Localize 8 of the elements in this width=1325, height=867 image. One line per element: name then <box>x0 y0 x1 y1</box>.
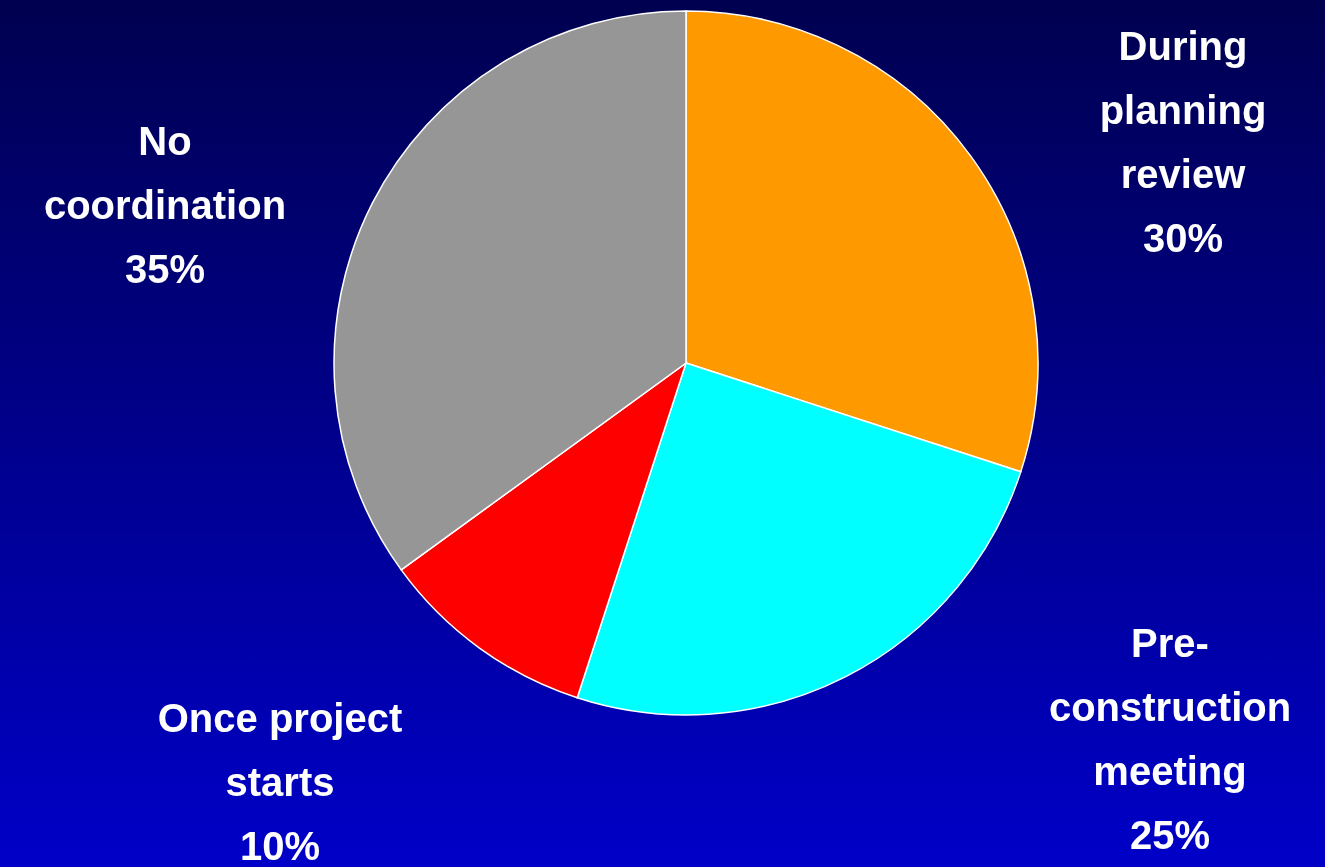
slice-label: Once project starts <box>157 696 403 804</box>
data-label: 30% <box>1142 216 1224 260</box>
slice-label: During planning review <box>1099 24 1267 196</box>
data-label: 35% <box>124 247 206 291</box>
data-label: 25% <box>1129 813 1211 857</box>
slice-label: No coordination <box>43 119 287 227</box>
data-label: 10% <box>239 824 321 867</box>
slice-label: Pre-construction meeting <box>1048 621 1292 793</box>
